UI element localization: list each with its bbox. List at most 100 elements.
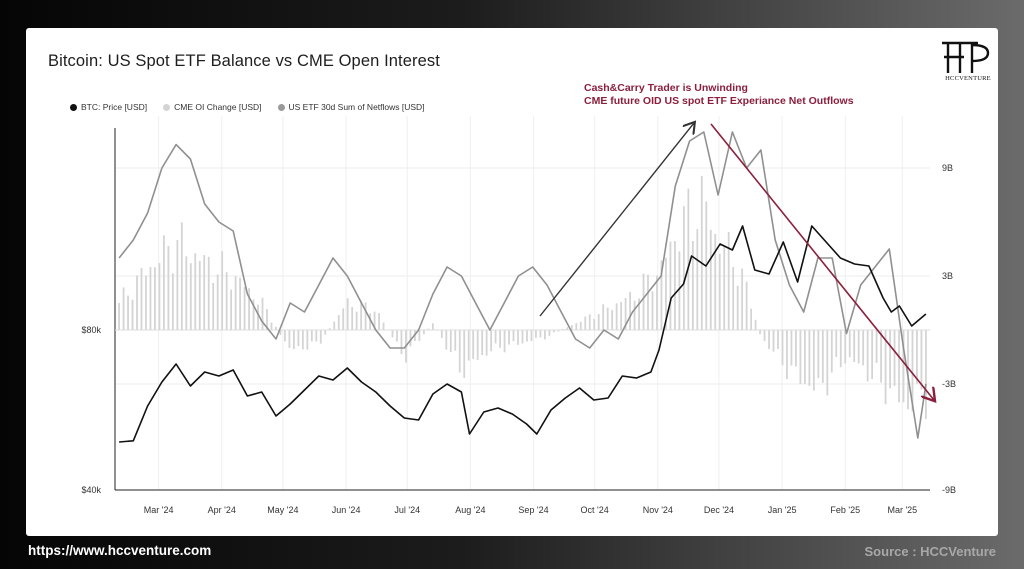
cme-oi-bar [382, 322, 385, 330]
cme-oi-bar [700, 175, 703, 330]
cme-oi-bar [557, 330, 560, 332]
cme-oi-bar [638, 298, 640, 330]
cme-oi-bar [606, 307, 609, 330]
cme-oi-bar [880, 330, 882, 383]
cme-oi-bar [777, 330, 779, 349]
btc-price-line [119, 225, 927, 443]
cme-oi-bar [198, 261, 201, 330]
cme-oi-bar [741, 268, 744, 330]
y-left-tick-label: $80k [81, 325, 101, 335]
cme-oi-bar [481, 330, 484, 356]
cme-oi-bar [817, 330, 820, 379]
cme-oi-bar [803, 330, 806, 384]
cme-oi-bar [275, 326, 277, 330]
y-left-tick-label: $40k [81, 485, 101, 495]
cme-oi-bar [624, 298, 627, 330]
cme-oi-bar [418, 330, 421, 341]
cme-oi-bar [171, 273, 174, 330]
cme-oi-bars [118, 175, 927, 419]
grid-lines [115, 116, 930, 491]
cme-oi-bar [539, 330, 542, 338]
cme-oi-bar [853, 330, 856, 362]
legend-item-etf-netflows[interactable]: US ETF 30d Sum of Netflows [USD] [277, 102, 425, 112]
cme-oi-bar [176, 240, 179, 330]
cme-oi-bar [602, 304, 605, 330]
cme-oi-bar [297, 330, 300, 347]
x-tick-label: May '24 [267, 505, 298, 515]
y-right-tick-label: 3B [942, 271, 953, 281]
cme-oi-bar [597, 314, 600, 330]
cme-oi-bar [768, 330, 770, 350]
cme-oi-bar [400, 330, 403, 355]
x-tick-label: Apr '24 [208, 505, 236, 515]
cme-oi-bar [750, 308, 753, 330]
cme-oi-bar [279, 330, 282, 335]
cme-oi-bar [266, 309, 268, 330]
cme-oi-bar [821, 330, 824, 383]
cme-oi-bar [140, 267, 143, 330]
cme-oi-bar [427, 328, 430, 330]
cme-oi-bar [790, 330, 793, 366]
cme-oi-bar [243, 286, 246, 330]
cme-oi-bar [727, 231, 730, 330]
cme-oi-bar [252, 299, 255, 330]
cme-oi-bar [893, 330, 896, 386]
y-right-tick-label: 9B [942, 163, 953, 173]
cme-oi-bar [154, 267, 156, 330]
chart-title: Bitcoin: US Spot ETF Balance vs CME Open… [48, 52, 440, 70]
y-right-tick-label: -3B [942, 379, 956, 389]
cme-oi-bar [548, 330, 551, 336]
cme-oi-bar [723, 245, 726, 330]
cme-oi-bar [333, 321, 336, 330]
cme-oi-bar [261, 297, 264, 330]
uptrend-arrow [539, 123, 694, 317]
cme-oi-bar [678, 251, 681, 330]
cme-oi-bar [902, 330, 905, 403]
cme-oi-bar [615, 303, 618, 330]
cme-oi-bar [288, 330, 291, 348]
cme-oi-bar [431, 323, 434, 330]
cme-oi-bar [871, 330, 874, 380]
legend-dot-etf-netflows [277, 103, 285, 111]
cme-oi-bar [889, 330, 891, 389]
cme-oi-bar [812, 330, 815, 391]
x-tick-label: Jan '25 [768, 505, 797, 515]
cme-oi-bar [485, 330, 488, 356]
footer-website[interactable]: https://www.hccventure.com [28, 543, 212, 558]
cme-oi-bar [225, 272, 228, 330]
cme-oi-bar [656, 275, 658, 330]
footer-source: Source : HCCVenture [864, 544, 996, 559]
cme-oi-bar [535, 330, 537, 338]
cme-oi-bar [772, 330, 775, 352]
x-tick-label: Aug '24 [455, 505, 485, 515]
chart-plot: $40k $80k 9B 3B -3B -9B Mar '24 Apr '24 May '24 J… [81, 116, 956, 515]
cme-oi-bar [714, 233, 717, 330]
cme-oi-bar [194, 253, 197, 330]
cme-oi-bar [799, 330, 802, 385]
cme-oi-bar [351, 306, 354, 330]
cme-oi-bar [127, 295, 129, 330]
legend-item-cme-oi[interactable]: CME OI Change [USD] [163, 102, 262, 112]
cme-oi-bar [839, 330, 842, 368]
cme-oi-bar [494, 330, 497, 344]
cme-oi-bar [445, 330, 448, 350]
cme-oi-bar [665, 257, 667, 330]
cme-oi-bar [570, 325, 573, 330]
cme-oi-bar [647, 274, 649, 330]
cme-oi-bar [512, 330, 515, 342]
legend-item-btc-price[interactable]: BTC: Price [USD] [70, 102, 147, 112]
cme-oi-bar [916, 330, 918, 384]
cme-oi-bar [136, 275, 138, 330]
cme-oi-bar [709, 229, 712, 330]
x-tick-label: Jul '24 [394, 505, 420, 515]
tick-labels: $40k $80k 9B 3B -3B -9B Mar '24 Apr '24 May '24 J… [81, 163, 956, 515]
cme-oi-bar [669, 241, 672, 330]
cme-oi-bar [552, 330, 555, 333]
cme-oi-bar [593, 319, 596, 330]
cme-oi-bar [167, 245, 170, 330]
cme-oi-bar [324, 330, 327, 335]
hccventure-logo [942, 41, 990, 73]
cme-oi-bar [696, 229, 699, 330]
cme-oi-bar [588, 314, 591, 330]
chart-legend: BTC: Price [USD] CME OI Change [USD] US … [70, 102, 425, 112]
